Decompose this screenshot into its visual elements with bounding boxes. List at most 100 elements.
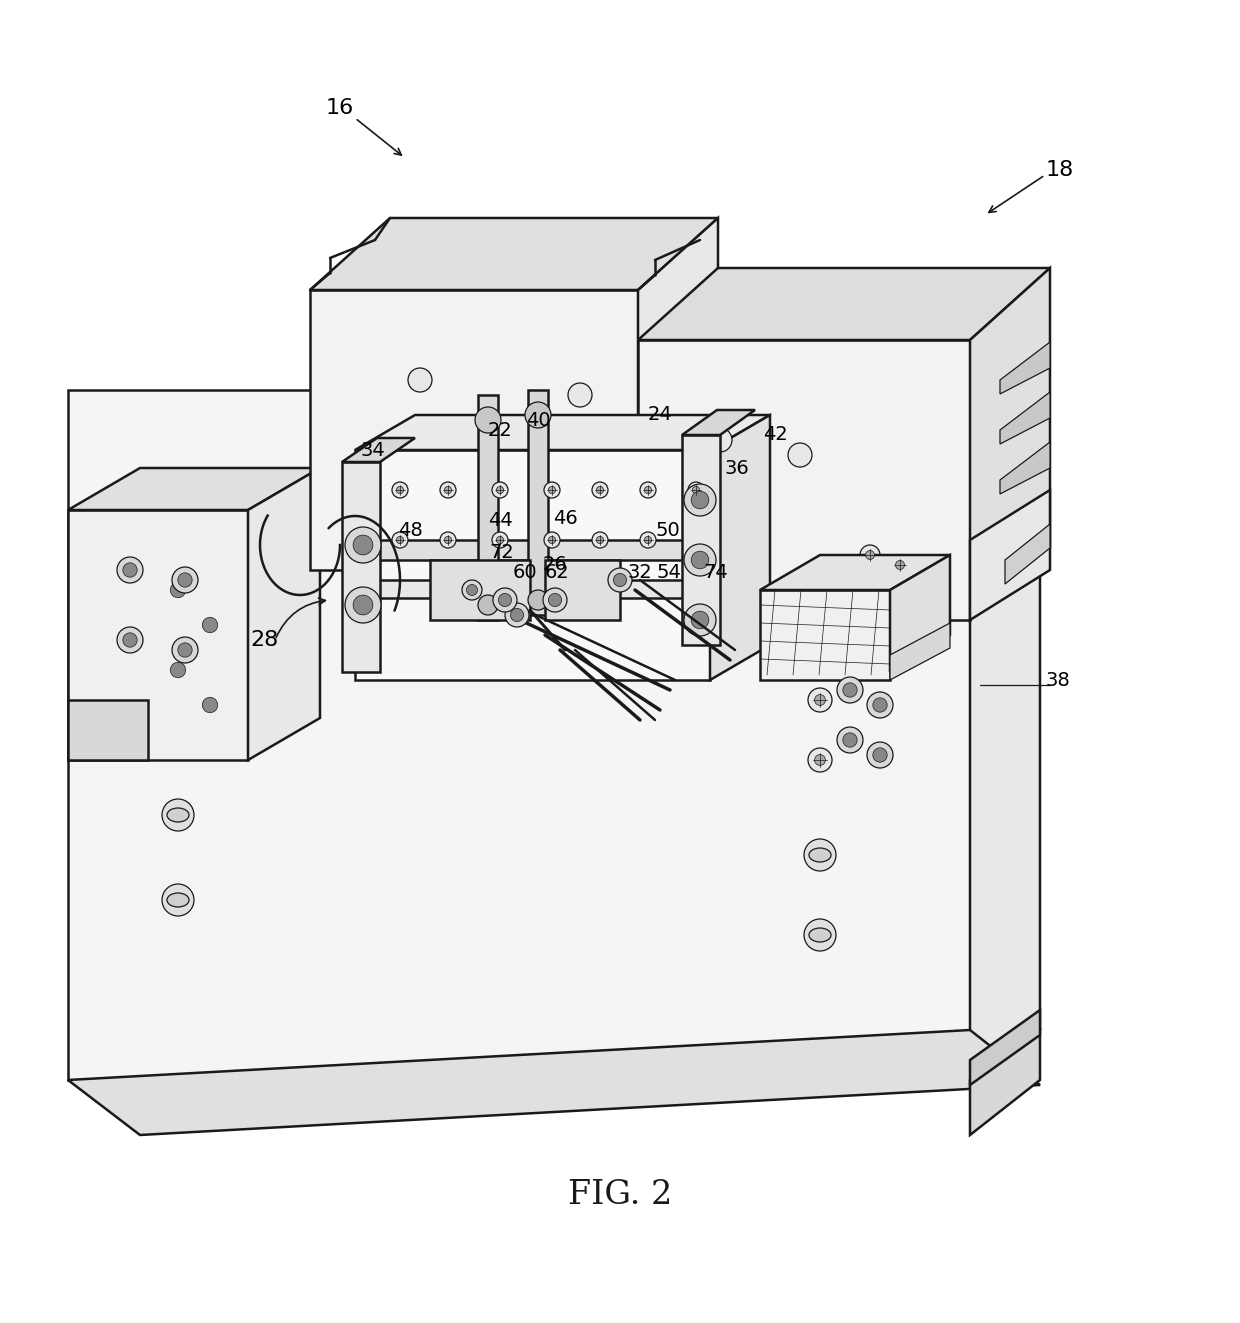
Circle shape [548, 594, 562, 607]
Polygon shape [970, 269, 1050, 620]
Circle shape [463, 579, 482, 601]
Text: 36: 36 [724, 459, 749, 478]
Polygon shape [355, 579, 711, 598]
Circle shape [392, 482, 408, 497]
Text: 48: 48 [398, 520, 423, 540]
Polygon shape [68, 468, 320, 509]
Circle shape [353, 534, 373, 554]
Text: 42: 42 [763, 425, 787, 443]
Circle shape [684, 544, 715, 576]
Text: 50: 50 [656, 520, 681, 540]
Circle shape [202, 618, 218, 632]
Circle shape [596, 536, 604, 544]
Polygon shape [890, 623, 950, 680]
Circle shape [895, 561, 904, 569]
Polygon shape [68, 700, 148, 759]
Text: 60: 60 [512, 562, 537, 582]
Polygon shape [890, 556, 950, 669]
Ellipse shape [808, 848, 831, 863]
Circle shape [511, 609, 523, 622]
Circle shape [123, 562, 138, 577]
Circle shape [170, 582, 186, 598]
Circle shape [392, 532, 408, 548]
Polygon shape [682, 410, 755, 435]
Text: 72: 72 [490, 542, 515, 561]
Circle shape [543, 587, 567, 613]
Circle shape [640, 532, 656, 548]
Polygon shape [546, 560, 620, 620]
Text: 18: 18 [1045, 160, 1074, 180]
Circle shape [397, 536, 403, 544]
Circle shape [691, 552, 709, 569]
Circle shape [528, 590, 548, 610]
Circle shape [691, 491, 709, 509]
Circle shape [440, 482, 456, 497]
Polygon shape [639, 269, 1050, 340]
Circle shape [640, 482, 656, 497]
Circle shape [172, 568, 198, 593]
Circle shape [837, 728, 863, 753]
Text: 24: 24 [647, 406, 672, 425]
Circle shape [496, 536, 503, 544]
Circle shape [548, 487, 556, 493]
Ellipse shape [808, 927, 831, 942]
Circle shape [117, 557, 143, 583]
Circle shape [787, 443, 812, 467]
Circle shape [867, 742, 893, 767]
Circle shape [815, 754, 826, 766]
Circle shape [688, 482, 704, 497]
Polygon shape [999, 392, 1050, 445]
Polygon shape [355, 450, 711, 680]
Circle shape [815, 695, 826, 705]
Circle shape [608, 568, 632, 591]
Circle shape [496, 487, 503, 493]
Text: 74: 74 [703, 562, 728, 582]
Circle shape [548, 536, 556, 544]
Polygon shape [342, 438, 415, 462]
Polygon shape [639, 340, 970, 620]
Text: 40: 40 [526, 410, 551, 430]
Circle shape [345, 587, 381, 623]
Circle shape [843, 683, 857, 697]
Circle shape [525, 402, 551, 429]
Circle shape [492, 532, 508, 548]
Circle shape [397, 487, 403, 493]
Text: 38: 38 [1045, 671, 1070, 689]
Polygon shape [430, 560, 529, 620]
Circle shape [808, 688, 832, 712]
Text: 16: 16 [326, 98, 355, 118]
Polygon shape [711, 415, 770, 680]
Circle shape [466, 585, 477, 595]
Circle shape [645, 487, 651, 493]
Circle shape [596, 487, 604, 493]
Polygon shape [342, 462, 379, 672]
Circle shape [591, 532, 608, 548]
Polygon shape [355, 540, 711, 560]
Ellipse shape [167, 808, 188, 822]
Polygon shape [248, 468, 320, 759]
Text: 54: 54 [656, 562, 682, 582]
Circle shape [843, 733, 857, 747]
Polygon shape [970, 1031, 1040, 1135]
Circle shape [866, 550, 874, 560]
Circle shape [162, 884, 193, 916]
Circle shape [614, 573, 626, 586]
Polygon shape [310, 290, 639, 570]
Circle shape [645, 536, 651, 544]
Circle shape [873, 697, 887, 712]
Text: 22: 22 [487, 421, 512, 439]
Polygon shape [999, 442, 1050, 493]
Polygon shape [528, 390, 548, 615]
Circle shape [498, 594, 512, 607]
Circle shape [202, 697, 218, 713]
Circle shape [162, 799, 193, 831]
Circle shape [692, 487, 699, 493]
Text: 46: 46 [553, 508, 578, 528]
Polygon shape [355, 415, 770, 450]
Circle shape [808, 628, 832, 652]
Circle shape [708, 429, 732, 452]
Circle shape [867, 692, 893, 718]
Polygon shape [970, 490, 1050, 620]
Polygon shape [970, 340, 1040, 1080]
Circle shape [684, 484, 715, 516]
